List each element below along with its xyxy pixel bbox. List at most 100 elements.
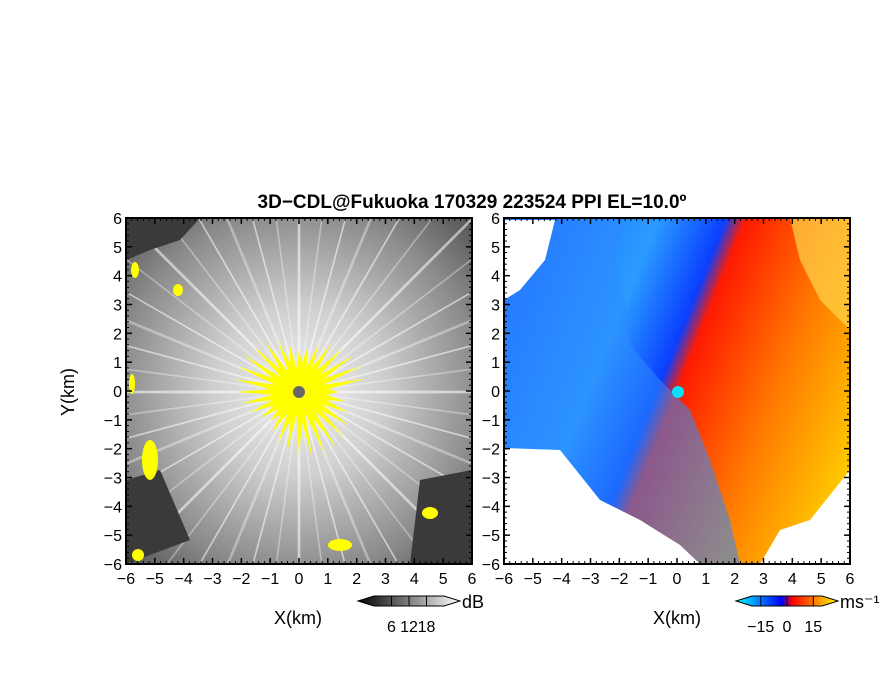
- reflectivity-y-tick-label: −2: [104, 442, 122, 459]
- reflectivity-y-tick-label: −4: [104, 499, 122, 516]
- velocity-x-tick-label: 0: [673, 571, 682, 588]
- reflectivity-ray: [298, 344, 472, 393]
- velocity-x-tick-label: 3: [759, 571, 768, 588]
- velocity-x-tick-label: −4: [553, 571, 571, 588]
- reflectivity-colorbar-tick-label: 18: [418, 619, 436, 636]
- reflectivity-ray: [126, 391, 300, 493]
- velocity-nodata-se: [760, 470, 850, 564]
- reflectivity-ray: [298, 391, 346, 564]
- reflectivity-ray: [275, 391, 300, 564]
- reflectivity-ray: [126, 344, 300, 393]
- velocity-nodata-sw: [504, 448, 700, 564]
- velocity-high-outbound: [790, 218, 850, 330]
- figure-title: 3D−CDL@Fukuoka 170329 223524 PPI EL=10.0…: [258, 192, 687, 213]
- reflectivity-ray: [298, 218, 347, 393]
- reflectivity-y-label: Y(km): [58, 368, 78, 416]
- velocity-x-tick-label: −6: [495, 571, 513, 588]
- velocity-y-tick-label: 4: [491, 269, 500, 286]
- reflectivity-dark-corner-nw: [126, 218, 200, 260]
- velocity-x-label: X(km): [653, 608, 701, 628]
- reflectivity-ray: [275, 218, 300, 393]
- velocity-y-tick-label: 1: [491, 355, 500, 372]
- reflectivity-ray: [126, 368, 300, 393]
- reflectivity-x-tick-label: −2: [232, 571, 250, 588]
- velocity-x-tick-label: −2: [610, 571, 628, 588]
- reflectivity-x-tick-label: 4: [410, 571, 419, 588]
- reflectivity-x-tick-label: −5: [146, 571, 164, 588]
- reflectivity-ray: [298, 391, 472, 440]
- velocity-y-tick-label: −6: [482, 557, 500, 574]
- reflectivity-high-echo-core: [233, 340, 366, 458]
- reflectivity-ray: [298, 218, 434, 393]
- velocity-x-tick-label: 5: [817, 571, 826, 588]
- reflectivity-ray: [298, 391, 472, 416]
- reflectivity-center-marker: [293, 386, 305, 398]
- reflectivity-y-tick-label: 0: [113, 384, 122, 401]
- reflectivity-y-tick-label: 4: [113, 269, 122, 286]
- velocity-field: [504, 218, 850, 564]
- reflectivity-x-tick-label: 5: [439, 571, 448, 588]
- reflectivity-x-tick-label: 1: [323, 571, 332, 588]
- reflectivity-ray: [126, 391, 300, 416]
- velocity-x-tick-label: −3: [581, 571, 599, 588]
- reflectivity-ray: [298, 218, 323, 393]
- velocity-colorbar-tick-label: −15: [747, 619, 774, 636]
- reflectivity-ray: [126, 391, 300, 440]
- reflectivity-x-tick-label: 2: [352, 571, 361, 588]
- reflectivity-y-tick-label: 5: [113, 240, 122, 257]
- reflectivity-ray: [197, 218, 300, 393]
- velocity-x-tick-label: −1: [639, 571, 657, 588]
- reflectivity-x-tick-label: 0: [295, 571, 304, 588]
- velocity-y-tick-label: −1: [482, 413, 500, 430]
- velocity-ticks: −6 −5 −4 −3 −2 −1 0 1 2 3 4 5 6 −6 −5 −4 −3 −2 −1 0 1 2 3 4 5 6: [482, 211, 855, 588]
- reflectivity-x-tick-label: −6: [117, 571, 135, 588]
- reflectivity-colorbar: 6 12 18 dB: [356, 592, 484, 636]
- reflectivity-ray: [298, 218, 401, 393]
- reflectivity-high-echo-patch: [173, 284, 183, 296]
- reflectivity-y-tick-label: 6: [113, 211, 122, 228]
- reflectivity-dark-corner-sw: [126, 470, 190, 564]
- velocity-panel: −6 −5 −4 −3 −2 −1 0 1 2 3 4 5 6 −6 −5 −4 −3 −2 −1 0 1 2 3 4 5 6 X…: [482, 211, 880, 636]
- velocity-x-tick-label: 1: [701, 571, 710, 588]
- reflectivity-y-tick-label: 2: [113, 326, 122, 343]
- reflectivity-x-tick-label: −1: [261, 571, 279, 588]
- velocity-y-tick-label: −3: [482, 471, 500, 488]
- velocity-center-marker: [672, 386, 684, 398]
- reflectivity-x-tick-label: 6: [468, 571, 477, 588]
- velocity-y-tick-label: 2: [491, 326, 500, 343]
- velocity-colorbar-unit: ms⁻¹: [840, 592, 880, 612]
- reflectivity-ray: [298, 391, 400, 564]
- reflectivity-ray: [251, 218, 300, 393]
- reflectivity-high-echo: [129, 262, 438, 561]
- velocity-y-tick-label: 3: [491, 298, 500, 315]
- velocity-colorbar-ticks: −15 0 15: [747, 596, 822, 636]
- reflectivity-x-label: X(km): [274, 608, 322, 628]
- velocity-y-tick-label: 5: [491, 240, 500, 257]
- reflectivity-ray: [252, 391, 300, 564]
- reflectivity-x-tick-label: 3: [381, 571, 390, 588]
- reflectivity-y-tick-label: −1: [104, 413, 122, 430]
- reflectivity-x-tick-label: −4: [175, 571, 193, 588]
- reflectivity-y-tick-label: −3: [104, 471, 122, 488]
- reflectivity-field: [126, 218, 472, 564]
- velocity-x-tick-label: −5: [524, 571, 542, 588]
- velocity-y-tick-label: −2: [482, 442, 500, 459]
- velocity-colorbar-tick-label: 15: [804, 619, 822, 636]
- reflectivity-high-echo-patch: [132, 549, 144, 561]
- reflectivity-colorbar-tick-label: 6: [387, 619, 396, 636]
- reflectivity-high-echo-patch: [129, 374, 135, 394]
- velocity-x-tick-label: 2: [730, 571, 739, 588]
- reflectivity-high-echo-patch: [422, 507, 438, 519]
- velocity-y-tick-label: −4: [482, 499, 500, 516]
- velocity-y-tick-label: 6: [491, 211, 500, 228]
- velocity-x-tick-label: 6: [846, 571, 855, 588]
- reflectivity-y-tick-label: −5: [104, 528, 122, 545]
- velocity-colorbar: −15 0 15 ms⁻¹: [734, 592, 880, 636]
- reflectivity-colorbar-ticks: 6 12 18: [387, 596, 436, 636]
- reflectivity-ray: [298, 258, 472, 393]
- reflectivity-y-tick-label: −6: [104, 557, 122, 574]
- reflectivity-ray: [126, 291, 300, 393]
- velocity-x-tick-label: 4: [788, 571, 797, 588]
